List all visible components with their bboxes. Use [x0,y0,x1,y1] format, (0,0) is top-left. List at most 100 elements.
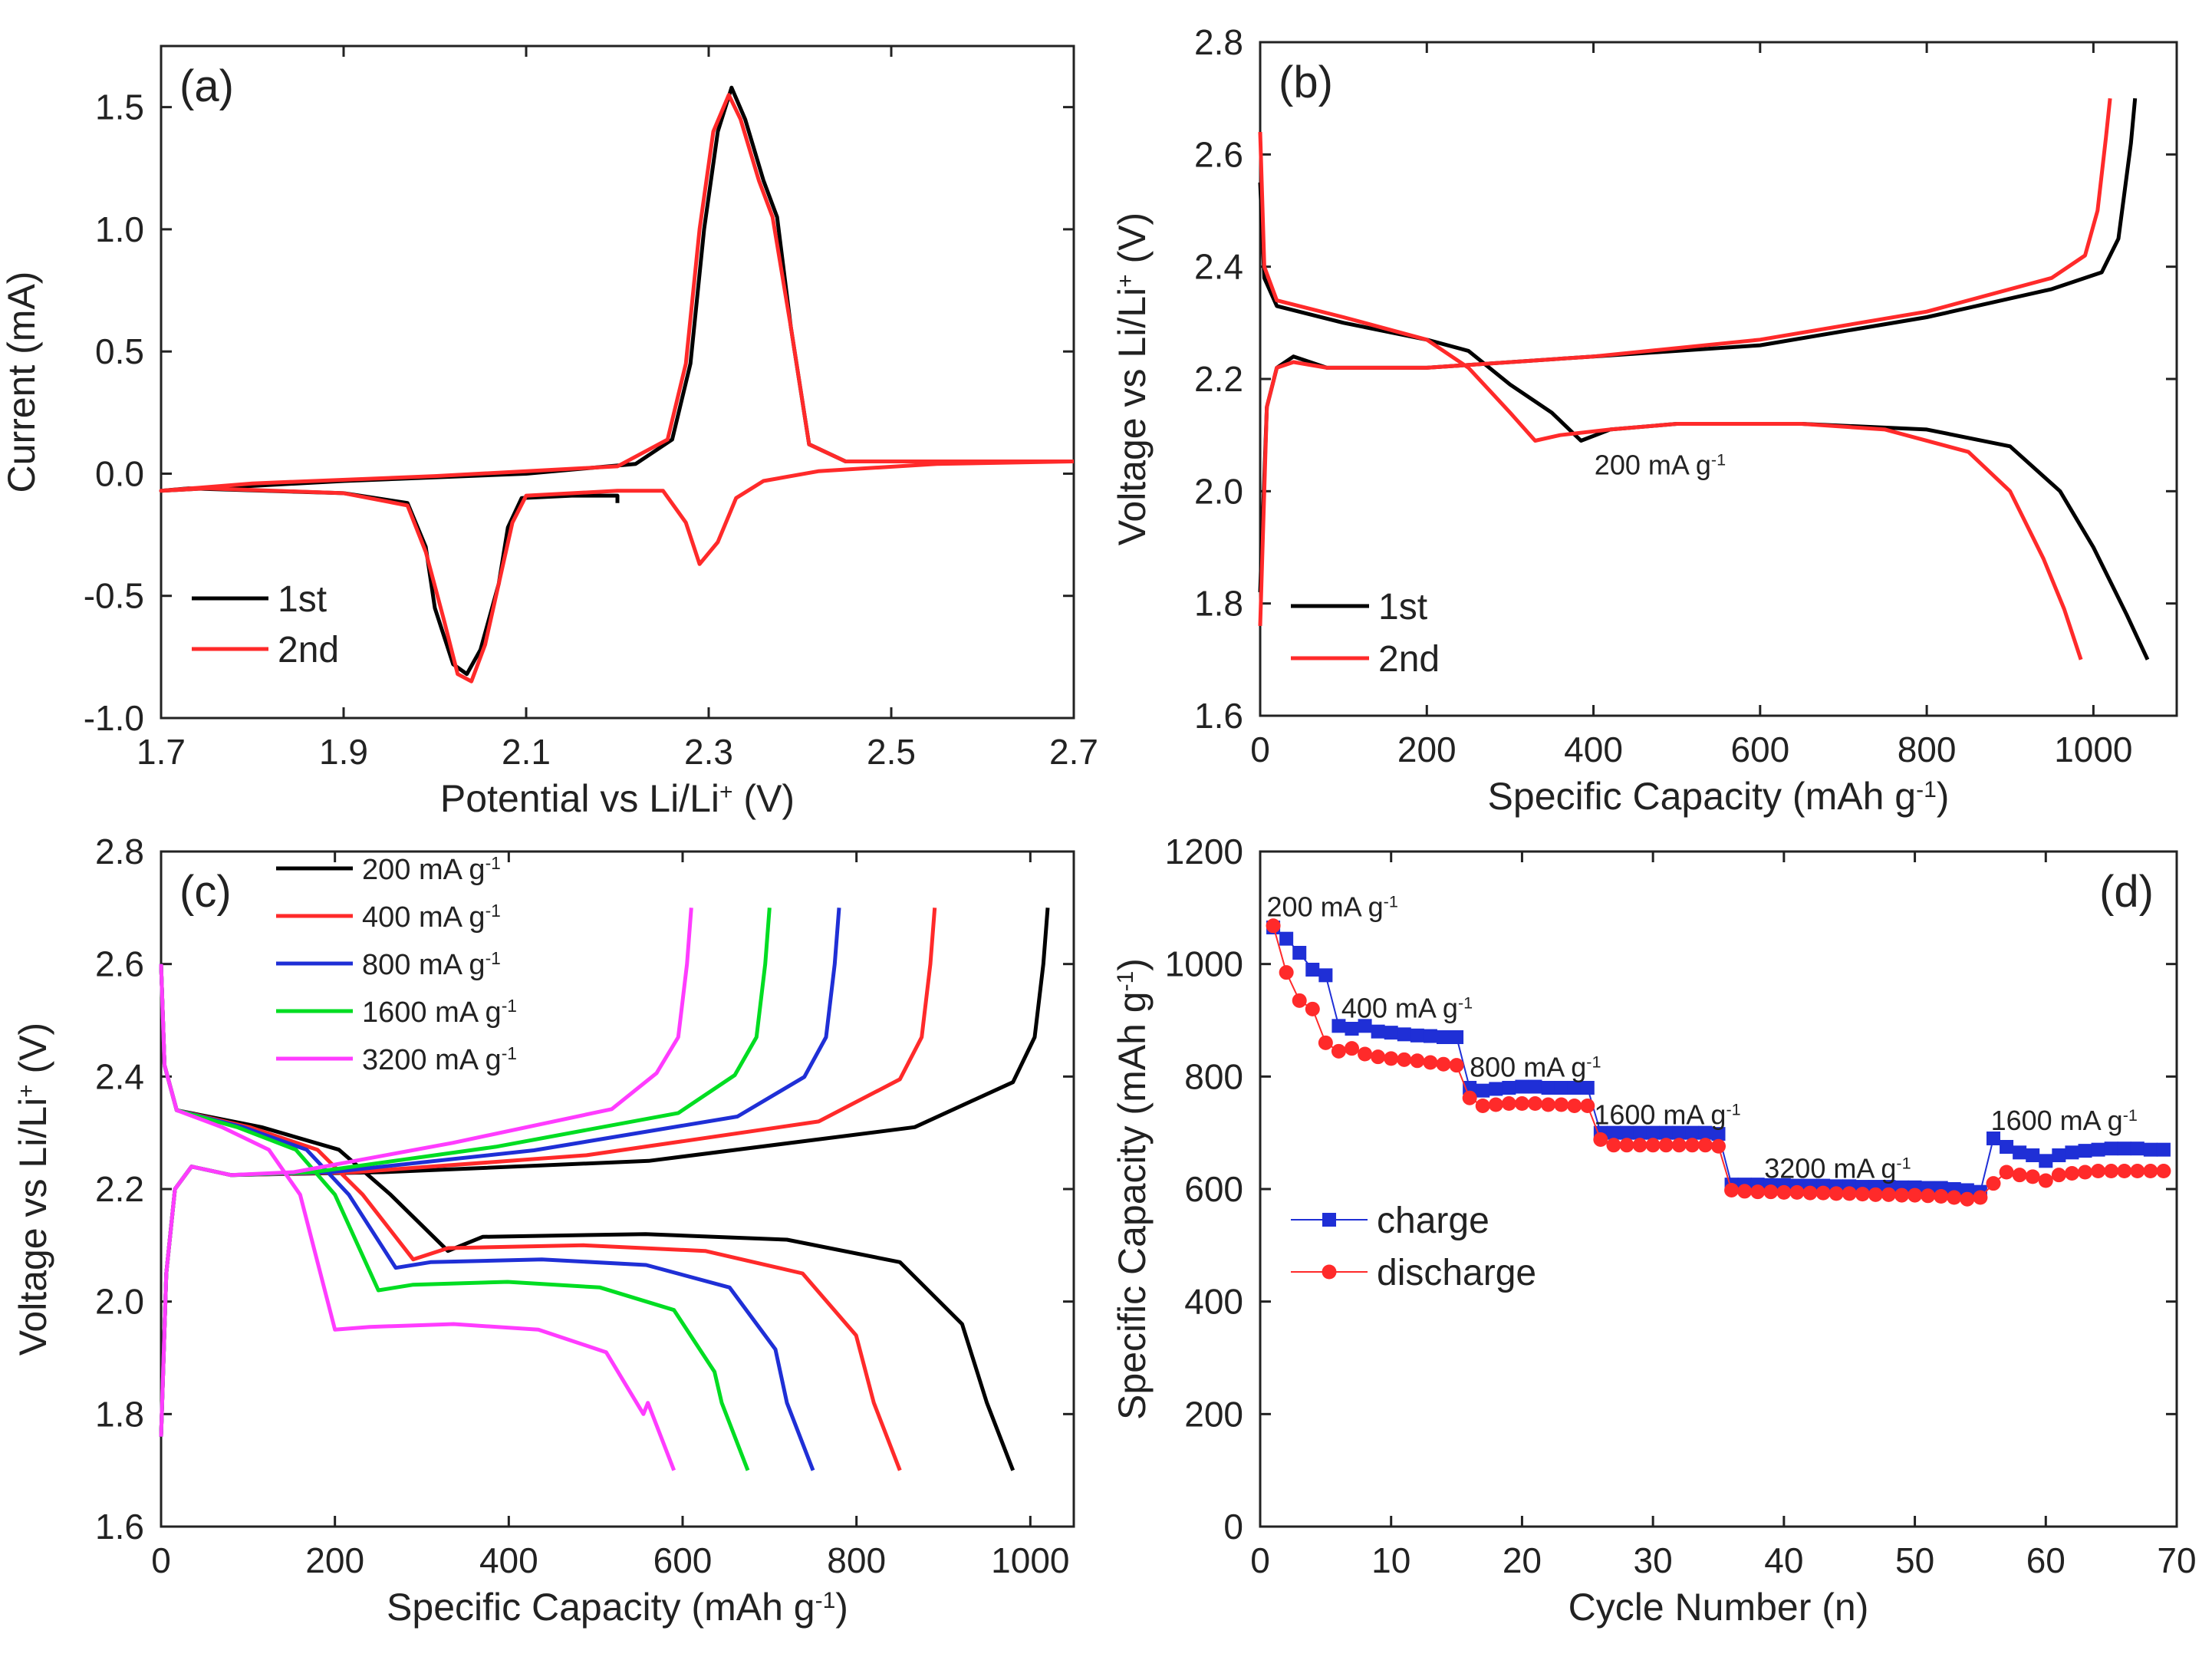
discharge-point [1619,1138,1634,1153]
y-tick-label: 0.5 [95,331,144,371]
charge-point [2104,1141,2118,1156]
y-tick-label: 0.0 [95,453,144,493]
discharge-point [2038,1173,2053,1188]
y-tick-label: 2.6 [1194,134,1243,174]
discharge-point [1868,1187,1883,1202]
panel-label: (c) [179,867,232,917]
discharge-curve [159,964,1015,1471]
y-tick-label: 1.8 [95,1394,144,1434]
charge-point [1711,1127,1726,1141]
y-tick-label: 200 [1184,1394,1243,1434]
charge-point [1528,1079,1542,1094]
charge-point [1567,1081,1582,1095]
panel-a: 1.7 1.9 2.1 2.3 2.5 2.7 -1.0 -0.5 0.0 0.5 1.0 1.5 Po… [0,44,1098,820]
charge-point [2039,1154,2053,1168]
charge-point [2156,1142,2171,1157]
charge-point [1554,1081,1568,1095]
x-tick-label: 40 [1764,1540,1803,1580]
discharge-point [1345,1041,1359,1056]
discharge-point [1921,1188,1936,1204]
x-tick-label: 2.7 [1049,732,1098,772]
charge-point [1502,1081,1516,1095]
charge-point [1423,1029,1437,1043]
charge-point [1515,1079,1529,1094]
discharge-point [1999,1165,2014,1180]
discharge-point [1842,1186,1857,1201]
legend-label: charge [1377,1201,1489,1241]
discharge-curve [159,964,815,1471]
y-tick-label: -1.0 [84,698,144,738]
discharge-point [1776,1184,1792,1200]
legend-label: 200 mA g-1 [362,853,501,886]
discharge-point [1397,1052,1412,1067]
charge-point [1476,1083,1490,1098]
charge-point [1384,1026,1398,1040]
y-tick-label: 1.6 [1194,696,1243,736]
plot-frame [1259,850,2178,1528]
discharge-point [1934,1189,1949,1204]
x-tick-label: 800 [1898,730,1957,769]
discharge-point [1279,965,1294,980]
panel-label: (a) [179,61,234,111]
y-tick-label: 2.2 [1194,359,1243,399]
x-tick-label: 1.9 [319,732,368,772]
discharge-point [1697,1138,1713,1153]
x-tick-label: 30 [1634,1540,1673,1580]
rate-annotation: 3200 mA g-1 [1764,1152,1911,1184]
discharge-point [1632,1138,1647,1153]
discharge-point [1763,1184,1779,1200]
charge-point [1450,1030,1464,1044]
charge-point [1345,1022,1359,1036]
charge-point [1397,1027,1411,1042]
rate-annotation: 400 mA g-1 [1341,992,1473,1023]
charge-curve [159,908,693,1437]
discharge-point [2117,1164,2132,1179]
charge-point [1318,968,1333,983]
legend-label: 800 mA g-1 [362,948,501,981]
legend-label: 400 mA g-1 [362,901,501,934]
rate-annotation: 1600 mA g-1 [1594,1099,1740,1131]
x-tick-label: 60 [2026,1540,2066,1580]
charge-point [1371,1024,1385,1039]
charge-point [1659,1125,1674,1140]
discharge-point [1266,918,1281,934]
legend-label: 1st [1378,587,1427,628]
y-tick-label: 2.0 [95,1282,144,1322]
y-tick-label: 2.8 [95,832,144,871]
discharge-point [2091,1164,2106,1179]
discharge-point [1384,1051,1399,1066]
discharge-point [1436,1056,1451,1072]
discharge-point [2051,1168,2066,1183]
x-tick-label: 600 [653,1540,713,1580]
y-tick-label: 1200 [1165,832,1243,871]
discharge-point [1475,1098,1490,1113]
charge-point [1489,1082,1503,1096]
y-tick-label: 400 [1184,1282,1243,1322]
panel-b: 0 200 400 600 800 1000 1.6 1.8 2.0 2.2 2.4 2.6 2.8 Sp… [1111,22,2178,818]
discharge-point [1855,1187,1870,1202]
plot-frame [160,44,1075,720]
charge-point [2026,1148,2040,1162]
charge-point [2091,1142,2105,1157]
charge-point [1437,1030,1450,1044]
discharge-point [1908,1188,1923,1203]
charge-point [1580,1081,1595,1095]
discharge-point [1528,1096,1542,1112]
discharge-point [1514,1096,1529,1112]
y-axis-label: Voltage vs Li/Li+ (V) [12,1023,54,1356]
discharge-point [2156,1164,2171,1179]
discharge-point [1410,1053,1425,1069]
panel-label: (d) [2099,867,2154,917]
discharge-point [2143,1164,2158,1179]
series-line-2nd [159,93,1075,684]
y-tick-label: 2.2 [95,1169,144,1209]
discharge-point [1815,1185,1831,1201]
discharge-point [1789,1184,1805,1200]
charge-point [1305,963,1320,977]
charge-point [1620,1125,1634,1140]
y-tick-label: 1.0 [95,209,144,249]
y-tick-label: 2.6 [95,944,144,984]
y-tick-label: -0.5 [84,576,144,616]
y-axis-label: Specific Capacity (mAh g-1) [1111,958,1154,1420]
charge-point [1606,1125,1621,1140]
